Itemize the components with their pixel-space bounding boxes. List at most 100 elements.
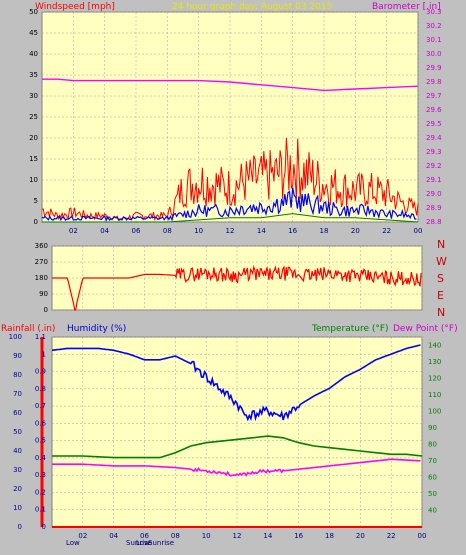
hum-xtick-3: 08: [171, 532, 180, 540]
rainfall-tick-1: 10: [13, 504, 22, 512]
humidity-tick-6: 0.6: [35, 419, 47, 427]
wind-xtick-0: 02: [69, 227, 78, 235]
hum-xtick-4: 10: [202, 532, 211, 540]
wind-xtick-3: 08: [163, 227, 172, 235]
low-marker-label-2: Low: [136, 539, 150, 547]
humidity-tick-1: 0.1: [35, 506, 46, 514]
rainfall-tick-labels: 0 10 20 30 40 50 60 70 80 90 100: [9, 333, 22, 531]
wind-xtick-8: 18: [320, 227, 329, 235]
humidity-tick-8: 0.8: [35, 385, 46, 393]
barometer-tick-8: 29.6: [426, 106, 442, 114]
hum-xtick-7: 16: [294, 532, 303, 540]
chart-title: 24 hour graph day: August 03 2015: [172, 2, 332, 12]
sunrise-marker-label: Sunrise: [126, 539, 152, 547]
windspeed-tick-8: 40: [29, 50, 38, 58]
hum-xtick-8: 18: [325, 532, 334, 540]
direction-tick-1: 90: [39, 290, 48, 298]
humidity-tick-0: 0: [42, 523, 46, 531]
rainfall-tick-7: 70: [13, 390, 22, 398]
wind-xtick-4: 10: [194, 227, 203, 235]
barometer-tick-13: 30.1: [426, 36, 442, 44]
wind-direction-series: [52, 264, 422, 311]
barometer-tick-10: 29.8: [426, 78, 442, 86]
wind-xtick-9: 20: [351, 227, 360, 235]
humidity-axis-label: Humidity (%): [67, 324, 126, 334]
low-marker-label: Low: [66, 539, 80, 547]
temperature-tick-10: 140: [428, 341, 441, 349]
direction-tick-2: 180: [35, 274, 48, 282]
compass-s: S: [437, 272, 444, 285]
windspeed-axis-label: Windspeed [mph]: [35, 2, 115, 12]
windspeed-tick-0: 0: [34, 218, 38, 226]
hum-xtick-9: 20: [356, 532, 365, 540]
humidity-line: [51, 344, 421, 422]
direction-tick-3: 270: [35, 258, 48, 266]
barometer-tick-15: 30.3: [426, 8, 442, 16]
direction-tick-4: 360: [35, 242, 48, 250]
hum-xtick-5: 12: [233, 532, 242, 540]
hum-xtick-2: 06: [140, 532, 149, 540]
rainfall-tick-6: 60: [13, 409, 22, 417]
humidity-tick-11: 1.1: [35, 333, 46, 341]
humidity-temp-series: [40, 337, 423, 528]
rainfall-tick-8: 80: [13, 371, 22, 379]
hum-xtick-1: 04: [109, 532, 118, 540]
wind-direction-line: [52, 264, 422, 311]
wind-direction-grid: [52, 245, 423, 311]
windspeed-tick-9: 45: [29, 29, 38, 37]
windspeed-tick-6: 30: [29, 92, 38, 100]
rainfall-tick-2: 20: [13, 485, 22, 493]
temperature-tick-7: 110: [428, 391, 441, 399]
hum-xtick-6: 14: [263, 532, 272, 540]
dewpoint-line: [52, 458, 421, 477]
barometer-axis-label: Barometer [.in]: [372, 2, 441, 12]
windspeed-tick-10: 50: [29, 8, 38, 16]
windspeed-tick-3: 15: [29, 155, 38, 163]
windspeed-tick-4: 20: [29, 134, 38, 142]
temperature-tick-2: 60: [428, 473, 437, 481]
wind-lull-line: [42, 213, 419, 223]
hum-xtick-11: 00: [418, 532, 427, 540]
temperature-tick-4: 80: [428, 440, 437, 448]
barometer-tick-1: 28.9: [426, 204, 442, 212]
temperature-tick-8: 120: [428, 374, 441, 382]
windspeed-tick-1: 5: [34, 197, 38, 205]
wind-direction-tick-labels: 0 90 180 270 360: [35, 242, 48, 314]
temperature-tick-labels: 40 50 60 70 80 90 100 110 120 130 140: [428, 341, 441, 514]
windspeed-line: [41, 137, 419, 221]
humidity-tick-5: 0.5: [35, 437, 46, 445]
barometer-tick-11: 29.9: [426, 64, 442, 72]
barometer-tick-7: 29.5: [426, 120, 442, 128]
barometer-tick-5: 29.3: [426, 148, 442, 156]
wind-xtick-5: 12: [226, 227, 235, 235]
rainfall-tick-10: 100: [9, 333, 22, 341]
compass-n-bottom: N: [437, 306, 445, 319]
wind-baro-grid: [42, 11, 419, 223]
direction-tick-0: 0: [44, 306, 48, 314]
humidity-tick-7: 0.7: [35, 402, 46, 410]
wind-xtick-6: 14: [257, 227, 266, 235]
barometer-line: [42, 78, 419, 92]
windspeed-tick-7: 35: [29, 71, 38, 79]
temperature-tick-0: 40: [428, 506, 437, 514]
barometer-tick-2: 29.0: [426, 190, 442, 198]
rainfall-tick-4: 40: [13, 447, 22, 455]
rainfall-tick-5: 50: [13, 428, 22, 436]
windspeed-tick-5: 25: [29, 113, 38, 121]
compass-n-top: N: [437, 238, 445, 251]
sunrise-marker-label-2: Sunrise: [148, 539, 174, 547]
dewpoint-axis-label: Dew Point (°F): [393, 324, 458, 334]
temperature-tick-5: 90: [428, 424, 437, 432]
rainfall-tick-0: 0: [18, 523, 22, 531]
humidity-tick-labels: 0 0.1 0.2 0.3 0.4 0.5 0.6 0.7 0.8 0.9 1 1.1: [35, 333, 47, 531]
wind-xtick-1: 04: [100, 227, 109, 235]
hum-xtick-10: 22: [387, 532, 396, 540]
barometer-tick-labels: 28.8 28.9 29.0 29.1 29.2 29.3 29.4 29.5 29.6 29.7…: [426, 8, 442, 226]
humidity-tick-3: 0.3: [35, 471, 46, 479]
barometer-tick-12: 30.0: [426, 50, 442, 58]
humidity-tick-10: 1: [42, 350, 46, 358]
barometer-tick-0: 28.8: [426, 218, 442, 226]
windspeed-tick-2: 10: [29, 176, 38, 184]
